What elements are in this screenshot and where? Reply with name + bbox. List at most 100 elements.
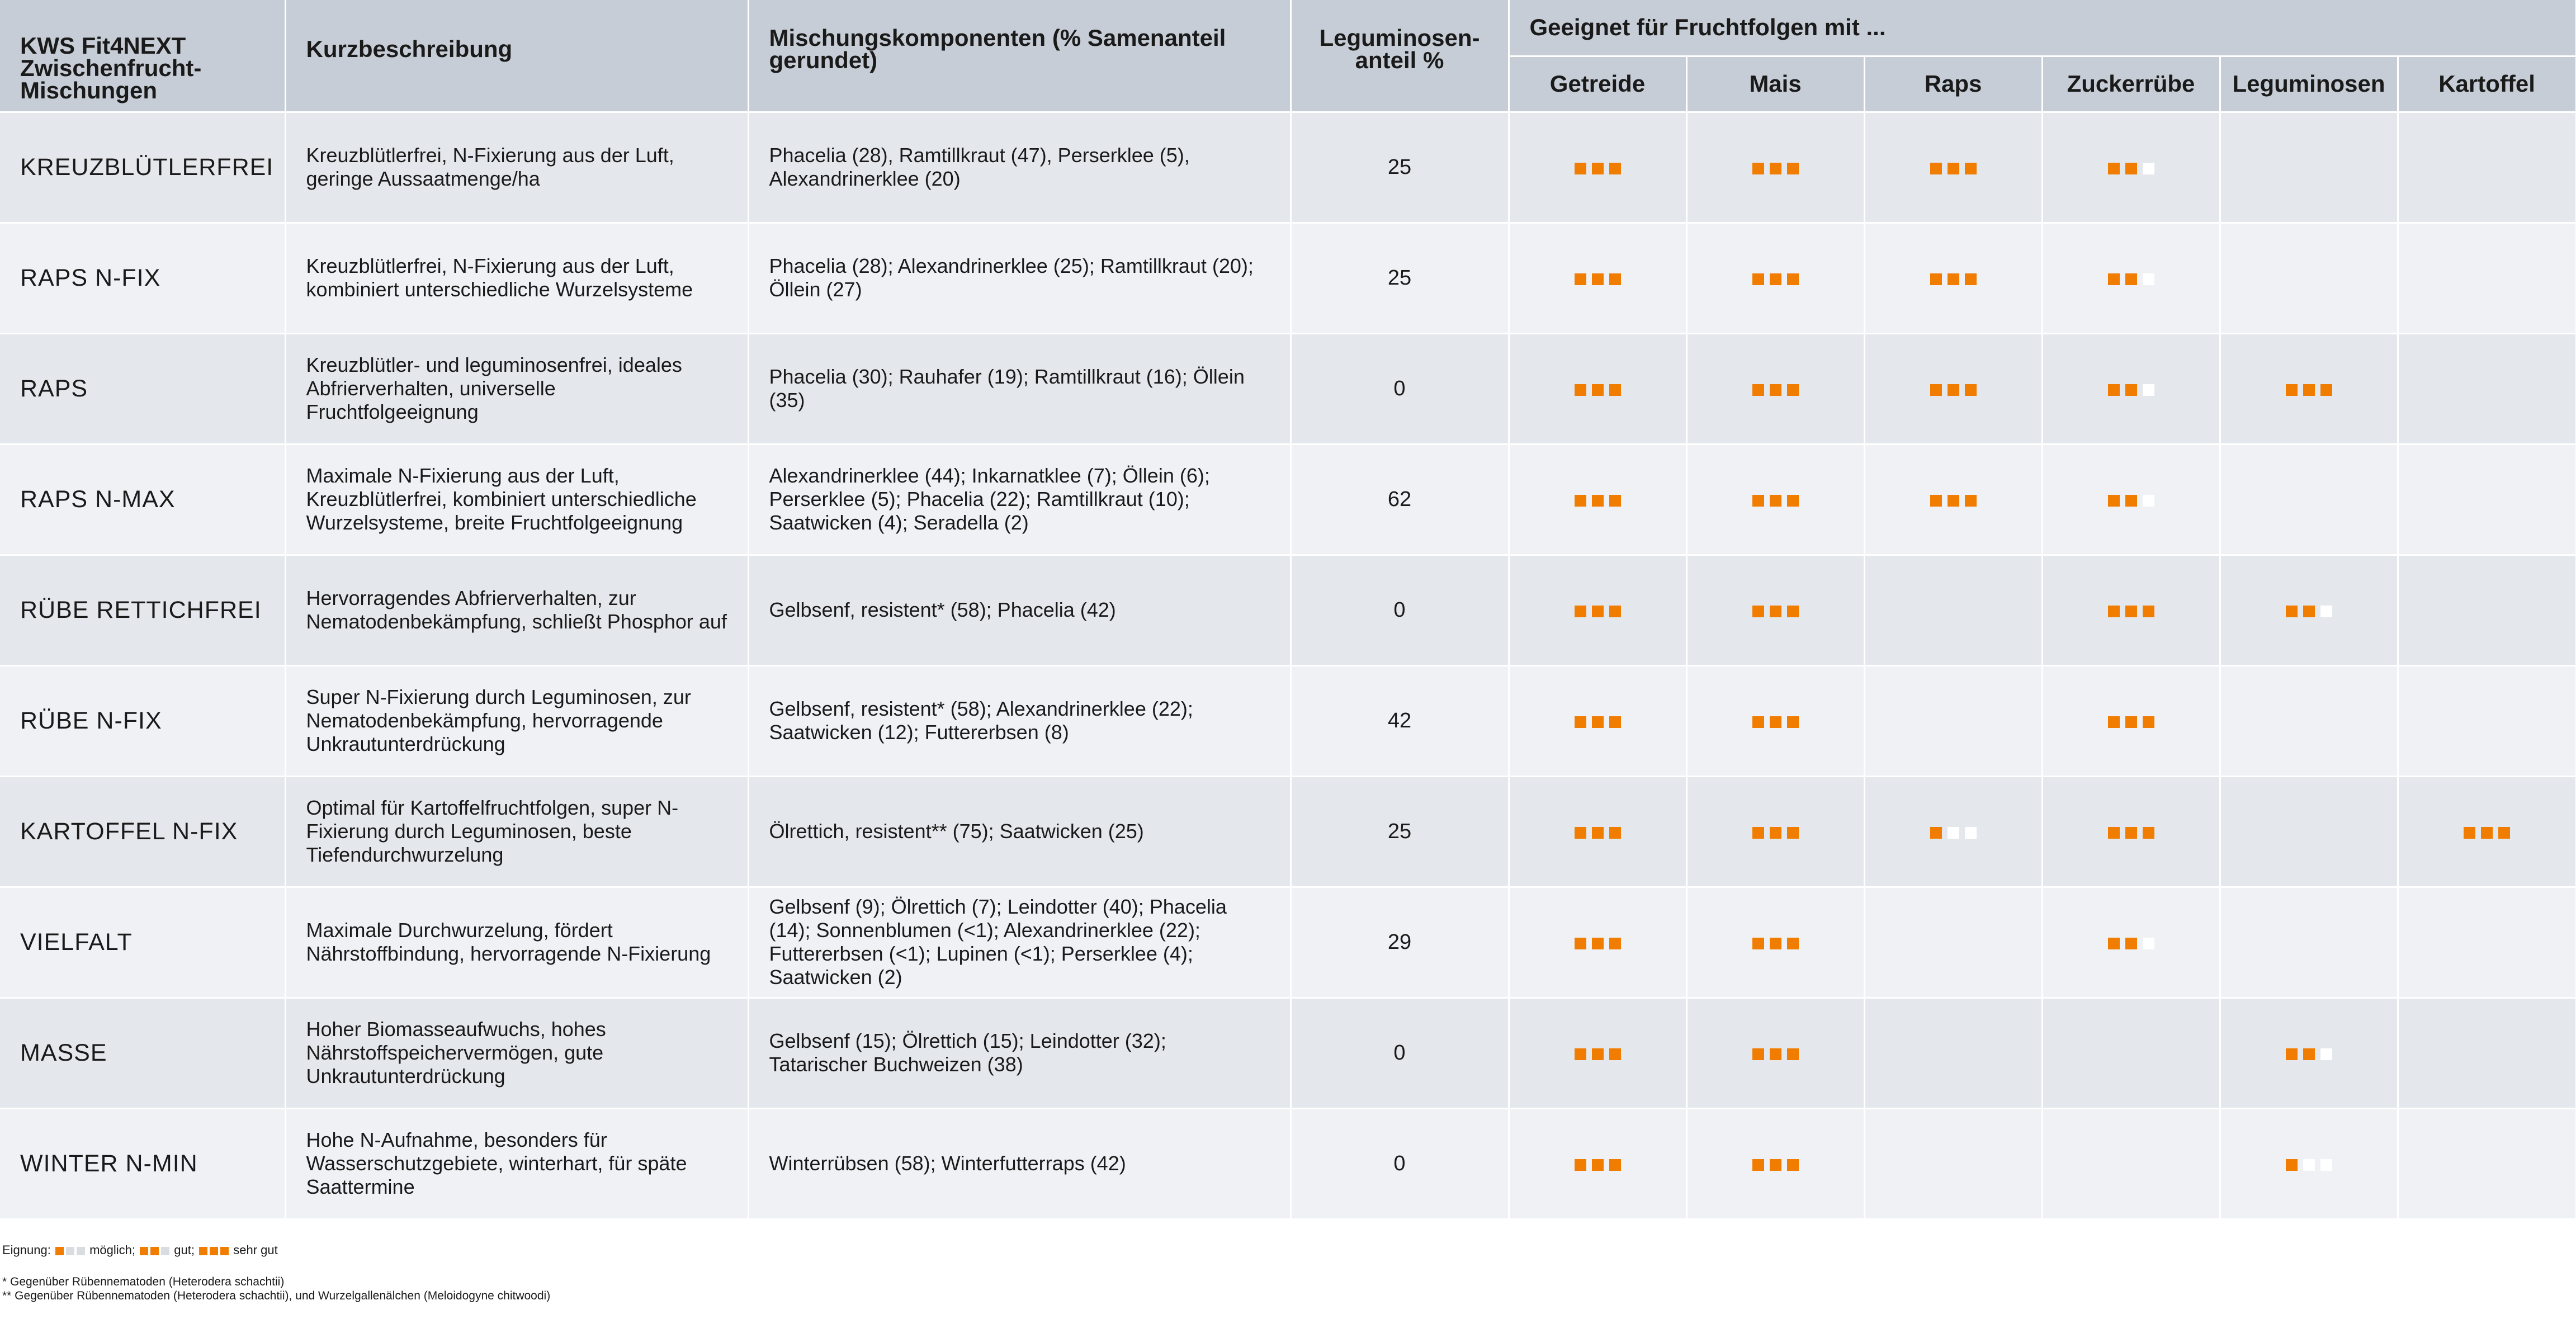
suitability-rating: [2042, 1108, 2221, 1220]
rating-square-filled-icon: [2142, 716, 2154, 728]
rating-square-filled-icon: [1786, 384, 1799, 396]
rating-square-filled-icon: [1947, 162, 1959, 174]
rating-square-empty-icon: [2142, 162, 2154, 174]
suitability-rating: [2042, 223, 2221, 334]
suitability-rating: [2220, 776, 2399, 888]
rating-square-filled-icon: [2107, 384, 2120, 396]
mixture-name: MASSE: [0, 997, 286, 1109]
rating-square-filled-icon: [1930, 826, 1942, 839]
mixture-name: KREUZBLÜTLERFREI: [0, 112, 286, 224]
suitability-rating: [2042, 665, 2221, 777]
rating-square-filled-icon: [1930, 273, 1942, 285]
table-row: RÜBE N-FIX Super N-Fixierung durch Legumi…: [0, 665, 2576, 777]
table-row: RAPS N-MAX Maximale N-Fixierung aus der L…: [0, 444, 2576, 556]
legume-share: 42: [1291, 665, 1510, 777]
suitability-rating: [1509, 1108, 1688, 1220]
rating-square-filled-icon: [1609, 494, 1621, 507]
rating-square-filled-icon: [1786, 937, 1799, 949]
mixture-description: Hoher Biomasseaufwuchs, hohes Nährstoffs…: [285, 997, 749, 1109]
table-row: MASSE Hoher Biomasseaufwuchs, hohes Nährs…: [0, 997, 2576, 1109]
mixture-name: RÜBE N-FIX: [0, 665, 286, 777]
rating-square-filled-icon: [2107, 162, 2120, 174]
suitability-rating: [2398, 665, 2576, 777]
table-row: KARTOFFEL N-FIX Optimal für Kartoffelfruc…: [0, 776, 2576, 888]
rating-square-filled-icon: [1964, 384, 1977, 396]
rating-square-filled-icon: [1591, 716, 1604, 728]
rating-square-empty-icon: [2142, 494, 2154, 507]
legend-very-good-label: sehr gut: [233, 1243, 278, 1257]
rating-square-filled-icon: [1591, 937, 1604, 949]
legume-share: 29: [1291, 887, 1510, 999]
suitability-rating: [1686, 665, 1865, 777]
rating-square-filled-icon: [1609, 273, 1621, 285]
rating-square-filled-icon: [1752, 384, 1764, 396]
legend-prefix: Eignung:: [2, 1243, 51, 1257]
suitability-rating: [2220, 112, 2399, 224]
rating-square-filled-icon: [1574, 716, 1586, 728]
legume-share: 0: [1291, 555, 1510, 666]
rating-square-filled-icon: [1609, 716, 1621, 728]
table-row: RAPS Kreuzblütler- und leguminosenfrei, i…: [0, 333, 2576, 445]
rating-square-filled-icon: [1752, 716, 1764, 728]
rating-square-empty-icon: [2142, 273, 2154, 285]
rating-square-filled-icon: [2107, 937, 2120, 949]
mixture-description: Super N-Fixierung durch Leguminosen, zur…: [285, 665, 749, 777]
rating-square-filled-icon: [2107, 826, 2120, 839]
header-legume-share: Leguminosen-anteil %: [1291, 0, 1510, 113]
rating-square-filled-icon: [1752, 1048, 1764, 1060]
rating-square-filled-icon: [1591, 1048, 1604, 1060]
suitability-rating: [2220, 1108, 2399, 1220]
rating-square-filled-icon: [1574, 273, 1586, 285]
header-crop-rotation-group: Geeignet für Fruchtfolgen mit ...: [1509, 0, 2576, 57]
mixture-components: Phacelia (28); Alexandrinerklee (25); Ra…: [748, 223, 1292, 334]
legend-possible-label: möglich;: [89, 1243, 136, 1257]
header-description: Kurzbeschreibung: [285, 0, 749, 113]
rating-square-filled-icon: [1964, 494, 1977, 507]
rating-square-filled-icon: [1609, 1159, 1621, 1171]
mixture-components: Ölrettich, resistent** (75); Saatwicken …: [748, 776, 1292, 888]
rating-square-filled-icon: [2107, 716, 2120, 728]
rating-square-filled-icon: [1947, 494, 1959, 507]
suitability-rating: [2220, 223, 2399, 334]
footnote-two: ** Gegenüber Rübennematoden (Heterodera …: [2, 1289, 551, 1302]
rating-square-filled-icon: [1591, 384, 1604, 396]
suitability-rating: [1864, 665, 2043, 777]
rating-square-filled-icon: [1609, 937, 1621, 949]
rating-square-filled-icon: [2125, 273, 2137, 285]
rating-square-empty-icon: [2320, 1159, 2332, 1171]
rating-square-filled-icon: [2107, 494, 2120, 507]
suitability-rating: [2042, 333, 2221, 445]
suitability-rating: [1509, 333, 1688, 445]
rating-square-filled-icon: [1752, 273, 1764, 285]
legume-share: 62: [1291, 444, 1510, 556]
rating-square-filled-icon: [1574, 826, 1586, 839]
suitability-rating: [1686, 112, 1865, 224]
rating-square-filled-icon: [1752, 605, 1764, 617]
rating-square-filled-icon: [1930, 384, 1942, 396]
mixture-description: Kreuzblütlerfrei, N-Fixierung aus der Lu…: [285, 112, 749, 224]
rating-square-filled-icon: [1769, 937, 1781, 949]
suitability-rating: [2220, 333, 2399, 445]
rating-square-filled-icon: [210, 1246, 219, 1255]
suitability-rating: [2042, 112, 2221, 224]
rating-square-filled-icon: [1609, 384, 1621, 396]
header-crop: Leguminosen: [2220, 56, 2399, 113]
rating-square-filled-icon: [1964, 273, 1977, 285]
rating-square-filled-icon: [2320, 384, 2332, 396]
mixture-name: RÜBE RETTICHFREI: [0, 555, 286, 666]
mixture-components: Phacelia (30); Rauhafer (19); Ramtillkra…: [748, 333, 1292, 445]
mixture-components: Winterrübsen (58); Winterfutterraps (42): [748, 1108, 1292, 1220]
legume-share: 25: [1291, 223, 1510, 334]
rating-square-filled-icon: [1769, 494, 1781, 507]
rating-square-filled-icon: [2125, 162, 2137, 174]
suitability-rating: [2398, 555, 2576, 666]
mixture-components: Gelbsenf, resistent* (58); Alexandrinerk…: [748, 665, 1292, 777]
mixture-description: Optimal für Kartoffelfruchtfolgen, super…: [285, 776, 749, 888]
rating-square-filled-icon: [1591, 273, 1604, 285]
legend-good-icon: [139, 1243, 171, 1257]
rating-square-filled-icon: [1769, 716, 1781, 728]
suitability-rating: [2220, 555, 2399, 666]
suitability-rating: [1864, 112, 2043, 224]
header-components: Mischungskomponenten (% Samenanteil geru…: [748, 0, 1292, 113]
rating-square-filled-icon: [1930, 162, 1942, 174]
